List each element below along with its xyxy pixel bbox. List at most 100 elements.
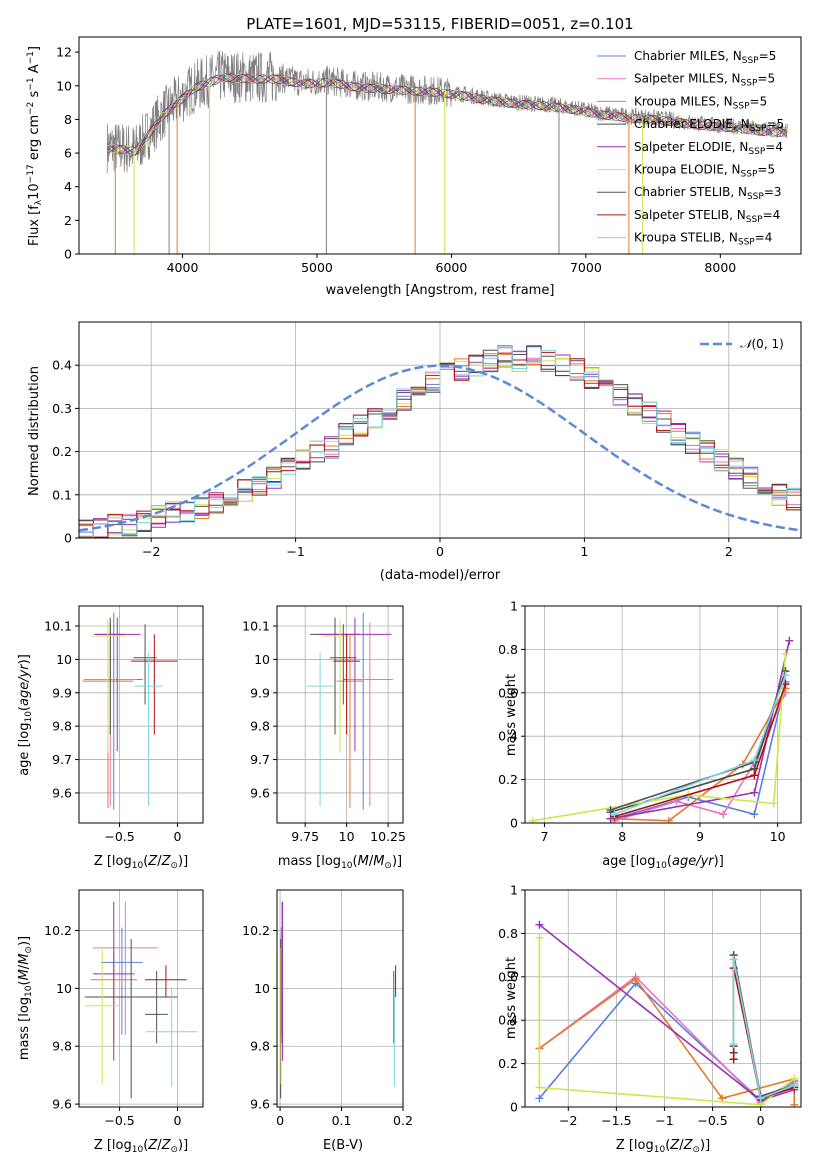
series-line	[614, 681, 787, 820]
errorbar-salpeter-elodie	[318, 617, 392, 752]
svg-text:Z [log10(Z/Z⊙)]: Z [log10(Z/Z⊙)]	[616, 1138, 710, 1155]
errorbar-kroupa-elodie	[323, 619, 357, 753]
series-kroupa-elodie	[528, 649, 790, 823]
mass-vs-Z-axes: −0.5 0 9.6 9.8 10 10.2	[44, 889, 204, 1128]
y-tick-label: 0.4	[498, 1013, 518, 1028]
series-marker	[769, 799, 778, 808]
mass-vs-Z-frame	[78, 889, 204, 1108]
errorbar-salpeter-stelib	[145, 965, 187, 998]
errorbar-kroupa-stelib	[146, 988, 198, 1087]
series-kroupa-stelib	[610, 671, 790, 819]
mass-vs-Z-plot-area	[84, 901, 198, 1099]
errorbar-kroupa-miles	[336, 634, 364, 808]
x-tick-label: 0	[757, 1113, 765, 1128]
series-marker	[610, 810, 619, 819]
x-tick-label: 7	[540, 829, 548, 844]
errorbar-chabrier-elodie	[96, 617, 125, 735]
series-marker	[781, 649, 790, 658]
errorbar-chabrier-stelib	[330, 624, 357, 705]
y-tick-label: 10	[254, 652, 270, 667]
x-tick-label: −1	[286, 544, 304, 559]
model-curve-salpeter-stelib	[107, 73, 788, 156]
legend-label: Chabrier MILES, NSSP=5	[634, 49, 776, 66]
errorbar-salpeter-stelib	[131, 634, 178, 735]
x-tick-label: −0.5	[697, 1113, 727, 1128]
mass-vs-EBV-plot-area	[279, 901, 397, 1099]
y-tick-label: 6	[64, 146, 72, 161]
y-tick-label: 9.8	[250, 719, 270, 734]
errorbar-chabrier-miles	[343, 612, 384, 810]
series-line	[610, 670, 787, 811]
figure-title: PLATE=1601, MJD=53115, FIBERID=0051, z=0…	[246, 15, 633, 33]
residuals-plot-area	[79, 345, 801, 538]
x-tick-label: −2	[559, 1113, 577, 1128]
y-tick-label: 9.8	[52, 719, 72, 734]
weight-age-xlabel: age [log10(age/yr)]	[602, 854, 724, 871]
x-tick-label: 7000	[570, 260, 602, 275]
weight-z-ylabel: mass weight	[504, 957, 519, 1039]
errorbar-salpeter-elodie	[94, 617, 141, 752]
x-tick-label: 1	[580, 544, 588, 559]
normal-curve	[79, 364, 801, 532]
series-marker	[631, 974, 640, 983]
y-tick-label: 0.8	[498, 926, 518, 941]
weight-vs-Z-frame	[524, 889, 802, 1108]
x-tick-label: 4000	[167, 260, 199, 275]
series-line	[538, 977, 796, 1105]
spectrum-ylabel: Flux [fλ10−17 erg cm−2 s−1 A−1]	[26, 46, 44, 246]
spectrum-axes: 4000 5000 6000 7000 8000 0 2 4 6 8 10 12 Chabrier MI…	[56, 36, 802, 275]
residuals-ylabel: Normed distribution	[27, 366, 42, 496]
model-curve-salpeter-elodie	[106, 73, 788, 154]
errorbar-salpeter-stelib	[333, 634, 360, 735]
x-tick-label: 0.2	[393, 1113, 413, 1128]
y-tick-label: 9.6	[52, 1097, 72, 1112]
series-marker	[535, 1094, 544, 1103]
weight-vs-age-frame	[524, 605, 802, 824]
errorbar-salpeter-miles	[92, 901, 158, 1035]
y-tick-label: 0.2	[498, 772, 518, 787]
mass-z-ylabel: mass [log10(M/M⊙)]	[17, 936, 34, 1060]
series-chabrier-elodie	[729, 951, 799, 1103]
y-tick-label: 0	[510, 1100, 518, 1115]
x-tick-label: −1	[655, 1113, 673, 1128]
age-vs-mass-plot-area	[306, 612, 394, 810]
errorbar-chabrier-miles	[101, 927, 143, 1035]
y-tick-label: 9.7	[52, 752, 72, 767]
errorbar-chabrier-stelib	[145, 971, 169, 1044]
legend-label: Kroupa STELIB, NSSP=4	[634, 231, 772, 248]
x-tick-label: 5000	[301, 260, 333, 275]
series-marker	[790, 1100, 799, 1107]
svg-text:age [log10(age/yr)]: age [log10(age/yr)]	[602, 854, 724, 871]
series-marker	[528, 816, 537, 823]
errorbar-salpeter-miles	[346, 622, 394, 807]
series-marker	[750, 756, 759, 765]
x-tick-label: 0	[174, 829, 182, 844]
y-tick-label: 0.6	[498, 685, 518, 700]
y-tick-label: 9.8	[250, 1039, 270, 1054]
weight-age-ylabel: mass weight	[504, 674, 519, 756]
residuals-xlabel: (data-model)/error	[380, 568, 501, 583]
legend-label: Chabrier ELODIE, NSSP=5	[634, 117, 784, 134]
y-tick-label: 9.9	[250, 685, 270, 700]
series-line	[538, 982, 795, 1102]
series-marker	[785, 636, 794, 645]
y-tick-label: 0.8	[498, 642, 518, 657]
series-marker	[535, 933, 544, 942]
y-tick-label: 0.4	[498, 729, 518, 744]
y-tick-label: 10	[56, 652, 72, 667]
y-tick-label: 0.6	[498, 969, 518, 984]
x-tick-label: 0	[436, 544, 444, 559]
series-line	[532, 653, 787, 822]
age-vs-mass-frame	[276, 605, 404, 824]
x-tick-label: −1.5	[601, 1113, 631, 1128]
x-tick-label: −2	[142, 544, 160, 559]
svg-text:age [log10(age/yr)]: age [log10(age/yr)]	[17, 654, 34, 776]
weight-vs-age-plot-area	[528, 636, 794, 823]
y-tick-label: 8	[64, 112, 72, 127]
legend-label: Kroupa MILES, NSSP=5	[634, 94, 767, 111]
errorbar-kroupa-elodie	[84, 947, 120, 1084]
x-tick-label: 2	[725, 544, 733, 559]
series-marker	[756, 1094, 765, 1103]
